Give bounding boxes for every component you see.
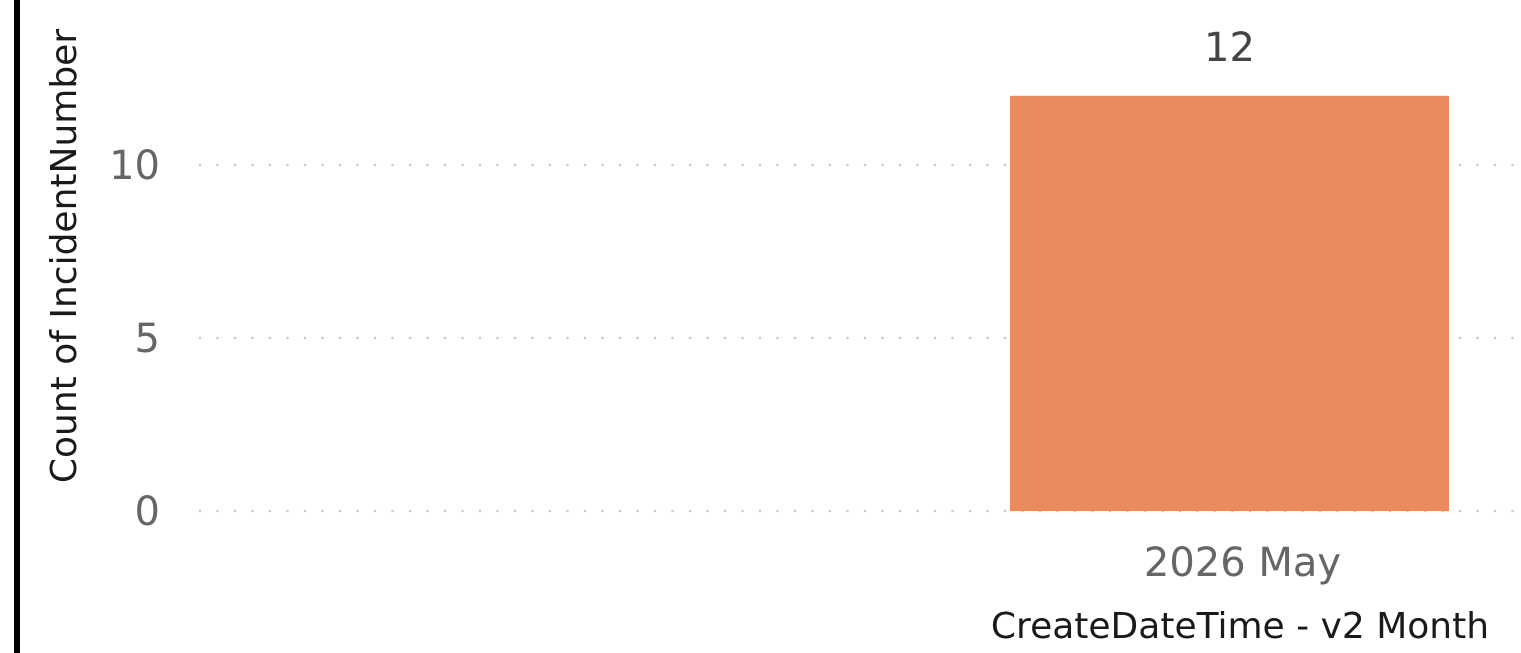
y-axis-ticks: 0 5 10: [109, 143, 160, 535]
x-axis-title: CreateDateTime - v2 Month: [991, 606, 1489, 647]
bars: 12: [1010, 25, 1449, 512]
y-tick-label: 0: [135, 489, 160, 535]
bar[interactable]: [1010, 95, 1449, 512]
x-axis-ticks: 2026 May: [1144, 540, 1341, 586]
left-border: [14, 0, 20, 653]
x-tick-label: 2026 May: [1144, 540, 1341, 586]
y-tick-label: 10: [109, 143, 160, 189]
y-axis-title: Count of IncidentNumber: [44, 29, 85, 483]
y-tick-label: 5: [135, 316, 160, 362]
bar-data-label: 12: [1204, 25, 1255, 71]
